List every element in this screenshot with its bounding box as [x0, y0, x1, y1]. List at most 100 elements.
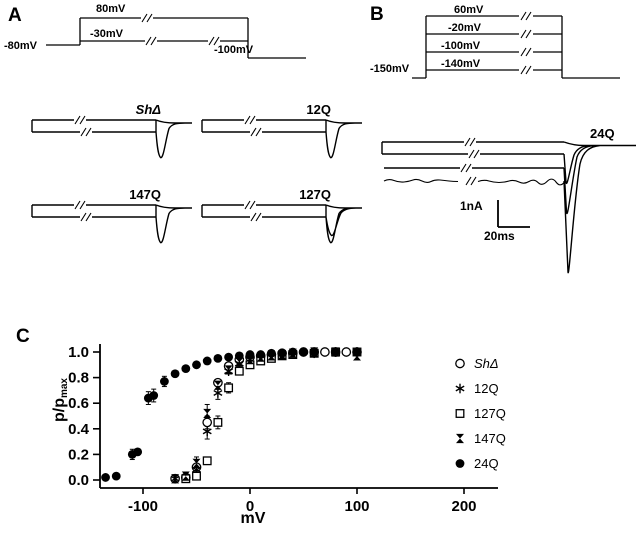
y-axis-title-subscript: max	[59, 378, 70, 398]
y-tick-label: 0.0	[68, 472, 89, 489]
marker-bowtie-filled	[203, 408, 212, 419]
protocol-b-level-2: -20mV	[448, 22, 482, 34]
marker-circle-open	[455, 358, 465, 369]
break-marks-icon	[520, 11, 532, 75]
trace-sh-delta-waveform	[31, 115, 192, 159]
protocol-a-pulse-line	[46, 17, 306, 59]
marker-circle-filled	[181, 364, 191, 374]
marker-asterisk	[191, 466, 202, 473]
trace-label-147q: 147Q	[129, 187, 161, 202]
scale-bar-lines	[497, 200, 530, 228]
marker-circle-filled	[267, 348, 276, 358]
current-trace-127q: 127Q	[201, 187, 362, 244]
marker-square-open	[234, 366, 244, 376]
plot-axes	[99, 344, 498, 489]
trace-label-12q: 12Q	[306, 102, 331, 117]
y-tick-label: 0.8	[68, 370, 89, 387]
protocol-b-steps	[412, 15, 620, 79]
break-marks-icon	[74, 200, 92, 222]
marker-circle-filled	[352, 347, 362, 357]
panel-c-label: C	[16, 326, 30, 347]
trace-label-sh-delta: ShΔ	[136, 102, 162, 117]
trace-147q-waveform	[31, 200, 192, 244]
marker-asterisk	[202, 428, 212, 435]
current-trace-24q: 24Q 1nA 20ms	[381, 126, 636, 274]
marker-square-open	[224, 383, 234, 393]
trace-127q-waveform	[201, 200, 362, 244]
current-trace-sh-delta: ShΔ	[31, 102, 192, 159]
marker-square-open	[455, 409, 465, 418]
protocol-a-holding-voltage: -80mV	[4, 40, 38, 52]
y-tick-label: 0.4	[68, 421, 90, 438]
marker-circle-filled	[149, 391, 159, 400]
scale-bar-time-label: 20ms	[484, 229, 515, 243]
legend-label-2: 12Q	[474, 381, 499, 396]
trace-lines	[201, 119, 327, 133]
marker-circle-filled	[111, 471, 121, 481]
marker-bowtie-filled	[224, 365, 233, 375]
panel-a-voltage-protocol: 80mV -30mV -80mV -100mV	[4, 3, 306, 59]
plot-legend: ShΔ 12Q 127Q 147Q 24Q	[455, 356, 506, 471]
noisy-trace-line	[383, 178, 565, 186]
protocol-a-mid-voltage: -30mV	[90, 28, 124, 40]
trace-24q-waveform	[381, 137, 636, 274]
current-trace-12q: 12Q	[201, 102, 362, 159]
marker-circle-filled	[160, 377, 169, 386]
marker-bowtie-filled	[213, 380, 222, 390]
marker-circle-filled	[170, 369, 180, 379]
marker-circle-filled	[309, 347, 319, 357]
marker-circle-filled	[213, 354, 223, 363]
marker-circle-open	[202, 417, 213, 428]
marker-bowtie-filled	[456, 433, 464, 444]
marker-circle-open	[320, 347, 330, 357]
protocol-b-level-1: 60mV	[454, 4, 484, 16]
break-marks-icon	[141, 13, 220, 46]
tail-current-spike	[155, 204, 192, 244]
trace-lines	[381, 141, 564, 169]
data-points	[101, 347, 362, 484]
trace-label-24q: 24Q	[590, 126, 615, 141]
x-tick-label: 0	[246, 498, 254, 515]
break-marks-icon	[74, 115, 92, 137]
marker-bowtie-filled	[171, 474, 180, 484]
voltage-protocol-b-waveform	[412, 11, 620, 79]
marker-circle-filled	[192, 360, 201, 370]
trace-lines	[31, 119, 157, 133]
marker-circle-filled	[277, 348, 287, 358]
trace-12q-waveform	[201, 115, 362, 159]
marker-circle-filled	[101, 473, 110, 482]
current-trace-147q: 147Q	[31, 187, 192, 244]
y-axis-title-main: p/p	[51, 398, 68, 422]
protocol-b-level-3: -100mV	[441, 40, 481, 52]
marker-circle-filled	[133, 447, 143, 457]
trace-lines	[201, 204, 327, 218]
marker-circle-open	[341, 347, 352, 357]
panel-a-label: A	[8, 5, 22, 26]
marker-circle-filled	[224, 352, 234, 362]
break-marks-icon	[244, 115, 262, 137]
axis-lines	[99, 344, 498, 489]
marker-bowtie-filled	[235, 357, 244, 367]
legend-label-4: 147Q	[474, 431, 506, 446]
marker-circle-filled	[299, 347, 308, 357]
axis-ticks: -100 0 100 200 0.0 0.2 0.4 0.6 0.8 1.0	[68, 344, 476, 515]
tail-current-spike	[155, 119, 192, 159]
protocol-a-tail-voltage: -100mV	[214, 44, 254, 56]
x-tick-label: 100	[344, 498, 369, 515]
break-marks-icon	[244, 200, 262, 222]
y-tick-label: 0.2	[68, 446, 89, 463]
marker-square-open	[202, 456, 212, 466]
y-tick-label: 1.0	[68, 344, 89, 361]
x-tick-label: 200	[451, 498, 476, 515]
tail-current-spike	[325, 204, 362, 244]
x-tick-label: -100	[128, 498, 158, 515]
marker-circle-filled	[331, 347, 340, 357]
scale-bar: 1nA 20ms	[460, 199, 530, 243]
break-marks-icon	[460, 137, 480, 186]
protocol-b-level-4: -140mV	[441, 58, 481, 70]
scale-bar-current-label: 1nA	[460, 199, 483, 213]
panel-b-voltage-protocol: 60mV -20mV -100mV -140mV -150mV	[370, 4, 620, 79]
activation-curve-plot: -100 0 100 200 0.0 0.2 0.4 0.6 0.8 1.0 ShΔ 12Q 127Q…	[51, 344, 506, 527]
marker-asterisk	[213, 389, 223, 396]
marker-circle-filled	[202, 356, 212, 366]
